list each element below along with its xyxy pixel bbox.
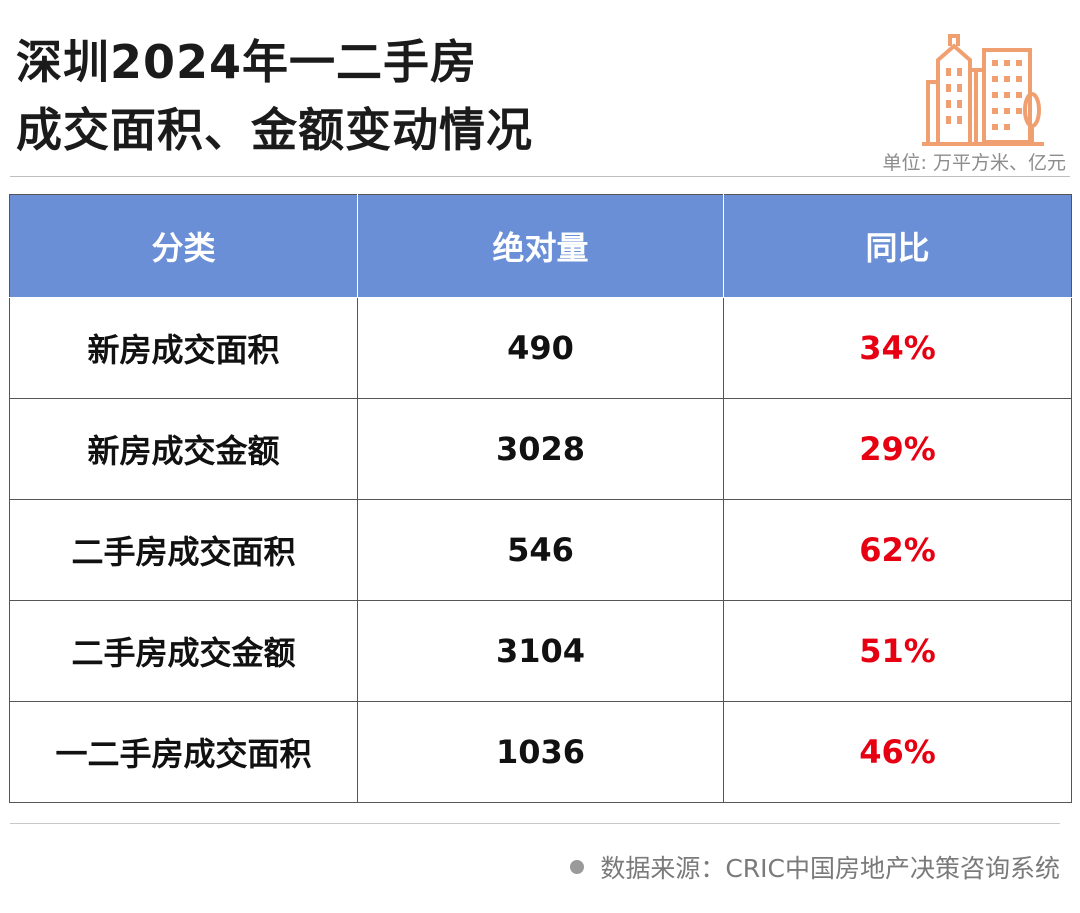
bottom-divider [10,823,1060,824]
column-header-value: 绝对量 [357,194,724,298]
table-row: 二手房成交金额 3104 51% [9,600,1072,702]
row-yoy: 29% [723,398,1072,500]
table-row: 一二手房成交面积 1036 46% [9,701,1072,803]
row-category: 二手房成交金额 [9,600,358,702]
title-line-2: 成交面积、金额变动情况 [16,103,533,157]
row-yoy: 34% [723,297,1072,399]
data-table: 分类 绝对量 同比 新房成交面积 490 34% 新房成交金额 3028 29%… [9,194,1072,803]
row-category: 新房成交面积 [9,297,358,399]
bullet-dot-icon [570,860,585,874]
table-row: 新房成交面积 490 34% [9,297,1072,399]
row-category: 一二手房成交面积 [9,701,358,803]
row-category: 二手房成交面积 [9,499,358,601]
source-text: 数据来源：CRIC中国房地产决策咨询系统 [600,854,1060,883]
column-header-yoy: 同比 [723,194,1072,298]
row-yoy: 62% [723,499,1072,601]
title-line-1: 深圳2024年一二手房 [16,35,478,89]
source-note: 数据来源：CRIC中国房地产决策咨询系统 [570,849,1060,885]
unit-label: 单位: 万平方米、亿元 [882,152,1066,174]
building-icon [922,34,1044,146]
row-value: 3028 [357,398,724,500]
row-value: 3104 [357,600,724,702]
top-divider [10,176,1070,177]
table-row: 新房成交金额 3028 29% [9,398,1072,500]
row-value: 1036 [357,701,724,803]
page-title: 深圳2024年一二手房 成交面积、金额变动情况 [16,28,533,164]
row-value: 546 [357,499,724,601]
column-header-category: 分类 [9,194,358,298]
table-header-row: 分类 绝对量 同比 [9,194,1072,298]
row-yoy: 46% [723,701,1072,803]
row-value: 490 [357,297,724,399]
row-category: 新房成交金额 [9,398,358,500]
row-yoy: 51% [723,600,1072,702]
table-row: 二手房成交面积 546 62% [9,499,1072,601]
